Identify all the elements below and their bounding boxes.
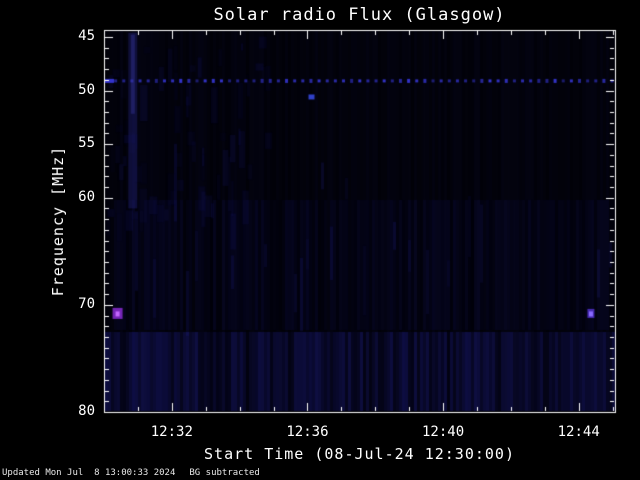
x-tick-label: 12:40 <box>422 424 465 440</box>
x-tick-label: 12:36 <box>286 424 329 440</box>
x-tick-label: 12:32 <box>150 424 193 440</box>
y-tick-label: 45 <box>78 27 95 44</box>
bg-subtracted-note: BG subtracted <box>189 468 260 478</box>
update-timestamp: Updated Mon Jul 8 13:00:33 2024 <box>2 468 176 478</box>
y-tick-label: 60 <box>78 188 95 205</box>
y-tick-label: 70 <box>78 295 95 312</box>
x-tick-label: 12:44 <box>557 424 600 440</box>
chart-title: Solar radio Flux (Glasgow) <box>213 5 506 25</box>
y-tick-label: 50 <box>78 81 95 98</box>
status-bar: Updated Mon Jul 8 13:00:33 2024 BG subtr… <box>2 468 260 478</box>
y-tick-label: 80 <box>78 403 95 419</box>
x-axis-label: Start Time (08-Jul-24 12:30:00) <box>204 445 515 463</box>
y-tick-label: 55 <box>78 135 95 152</box>
